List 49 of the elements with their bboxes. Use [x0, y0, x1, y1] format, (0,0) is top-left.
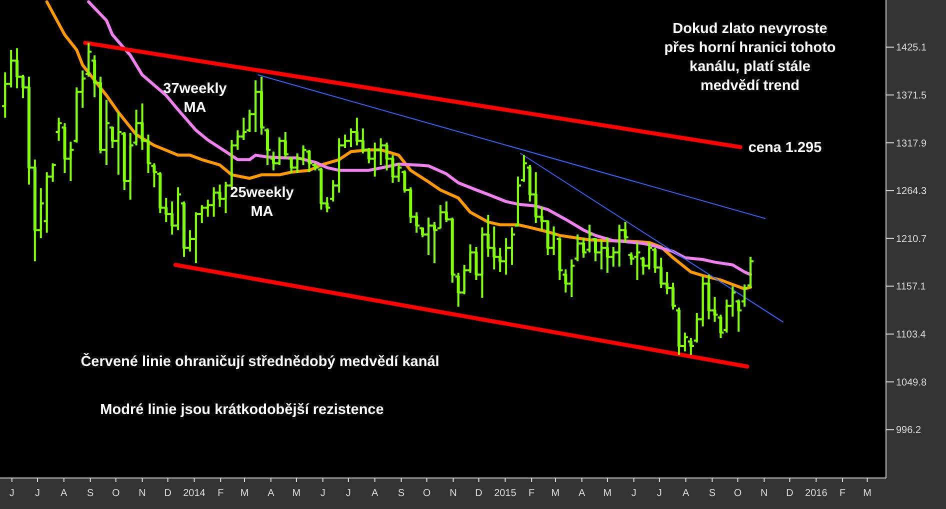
- y-tick-label: 1317.9: [896, 138, 928, 150]
- x-tick-label: F: [218, 488, 224, 499]
- x-tick-label: O: [422, 488, 431, 499]
- x-tick-label: M: [292, 488, 301, 499]
- x-tick-label: M: [863, 488, 872, 499]
- x-tick-label: D: [786, 488, 794, 499]
- x-tick-label: F: [839, 488, 846, 499]
- x-tick-label: S: [708, 488, 716, 499]
- x-tick-label: S: [398, 488, 405, 499]
- y-tick-label: 1425.1: [896, 42, 928, 54]
- x-tick-label: M: [603, 488, 612, 499]
- annotation: 37weekly MA: [163, 81, 227, 116]
- annotation: Modré linie jsou krátkodobější rezistence: [100, 402, 384, 418]
- annotation: cena 1.295: [748, 140, 822, 156]
- x-tick-label: 2014: [183, 488, 206, 499]
- x-tick-label: J: [34, 488, 40, 499]
- x-tick-label: A: [372, 488, 379, 499]
- x-tick-label: J: [320, 488, 326, 499]
- y-tick-label: 1264.3: [896, 186, 928, 198]
- x-tick-label: O: [112, 488, 120, 499]
- x-tick-label: N: [450, 488, 457, 499]
- x-tick-label: O: [734, 488, 742, 499]
- x-tick-label: N: [760, 488, 768, 499]
- x-tick-label: A: [578, 488, 586, 499]
- x-tick-label: 2016: [805, 488, 828, 499]
- y-tick-label: 1210.7: [896, 234, 928, 245]
- annotation: Dokud zlato nevyroste přes horní hranici tohoto kanálu, platí stále medvědí trend: [664, 21, 836, 94]
- x-tick-label: J: [631, 488, 636, 499]
- x-tick-label: J: [346, 488, 351, 499]
- y-tick-label: 996.2: [896, 425, 922, 436]
- x-tick-label: J: [9, 488, 14, 499]
- annotation: Červené linie ohraničují střednědobý medvědí kanál: [80, 353, 440, 370]
- x-tick-label: J: [656, 488, 662, 499]
- y-tick-label: 1157.1: [896, 282, 926, 293]
- y-tick-label: 1049.8: [896, 377, 928, 388]
- x-tick-label: N: [138, 488, 146, 499]
- x-tick-label: A: [60, 488, 68, 499]
- x-tick-label: M: [240, 488, 249, 499]
- y-tick-label: 1103.4: [896, 330, 926, 341]
- x-tick-label: A: [268, 488, 275, 499]
- x-tick-label: S: [86, 488, 94, 499]
- y-tick-label: 1371.5: [896, 90, 928, 102]
- x-tick-label: D: [475, 488, 482, 499]
- x-tick-label: M: [551, 488, 560, 499]
- annotation: 25weekly MA: [230, 185, 294, 220]
- x-tick-label: A: [682, 488, 690, 499]
- x-tick-label: D: [164, 488, 172, 499]
- x-tick-label: F: [528, 488, 535, 499]
- x-tick-label: 2015: [494, 488, 517, 499]
